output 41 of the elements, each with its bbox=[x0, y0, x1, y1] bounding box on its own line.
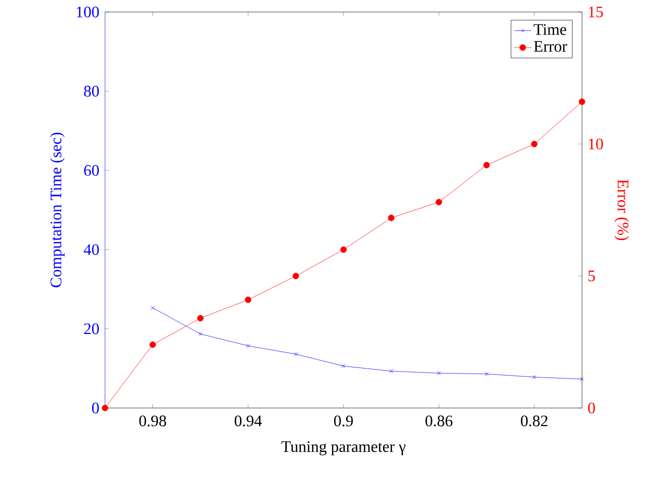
x-tick-label: 0.82 bbox=[520, 416, 548, 426]
y-tick-label: 40 bbox=[84, 244, 99, 255]
point bbox=[292, 272, 299, 280]
y-tick-label: 100 bbox=[76, 6, 99, 18]
y-tick-label: 20 bbox=[84, 323, 99, 334]
point bbox=[150, 306, 155, 310]
point bbox=[197, 315, 204, 322]
x-tick-label: 0.98 bbox=[139, 416, 166, 426]
legend-label: Error bbox=[534, 41, 568, 52]
point bbox=[483, 162, 490, 168]
point bbox=[102, 404, 108, 412]
x-axis-title: Tuning parameter γ bbox=[281, 441, 406, 456]
point bbox=[149, 341, 156, 348]
point bbox=[388, 214, 394, 222]
point bbox=[294, 352, 298, 356]
y2-tick-label: 10 bbox=[588, 138, 603, 150]
y-tick-label: 0 bbox=[92, 402, 99, 414]
point bbox=[246, 344, 250, 348]
legend-label: Time bbox=[534, 24, 566, 35]
point bbox=[484, 372, 489, 376]
y2-tick-label: 5 bbox=[588, 270, 595, 282]
point bbox=[578, 98, 586, 105]
y2-axis-title: Error (%) bbox=[614, 180, 629, 240]
y2-tick-label: 0 bbox=[588, 402, 595, 414]
y-tick-label: 60 bbox=[84, 165, 99, 176]
point bbox=[532, 375, 536, 380]
x-tick-label: 0.94 bbox=[234, 416, 262, 426]
point bbox=[198, 332, 202, 336]
point bbox=[244, 296, 252, 303]
point bbox=[436, 371, 441, 376]
point bbox=[389, 369, 394, 374]
point bbox=[580, 377, 584, 382]
y2-tick-label: 15 bbox=[588, 6, 603, 18]
y-axis-title: Computation Time (sec) bbox=[50, 132, 65, 288]
point bbox=[531, 140, 538, 148]
point bbox=[340, 246, 347, 253]
x-tick-label: 0.86 bbox=[426, 416, 452, 426]
point bbox=[436, 198, 442, 206]
y-tick-label: 80 bbox=[84, 86, 99, 97]
x-tick-label: 0.9 bbox=[334, 416, 353, 426]
point bbox=[342, 364, 346, 368]
